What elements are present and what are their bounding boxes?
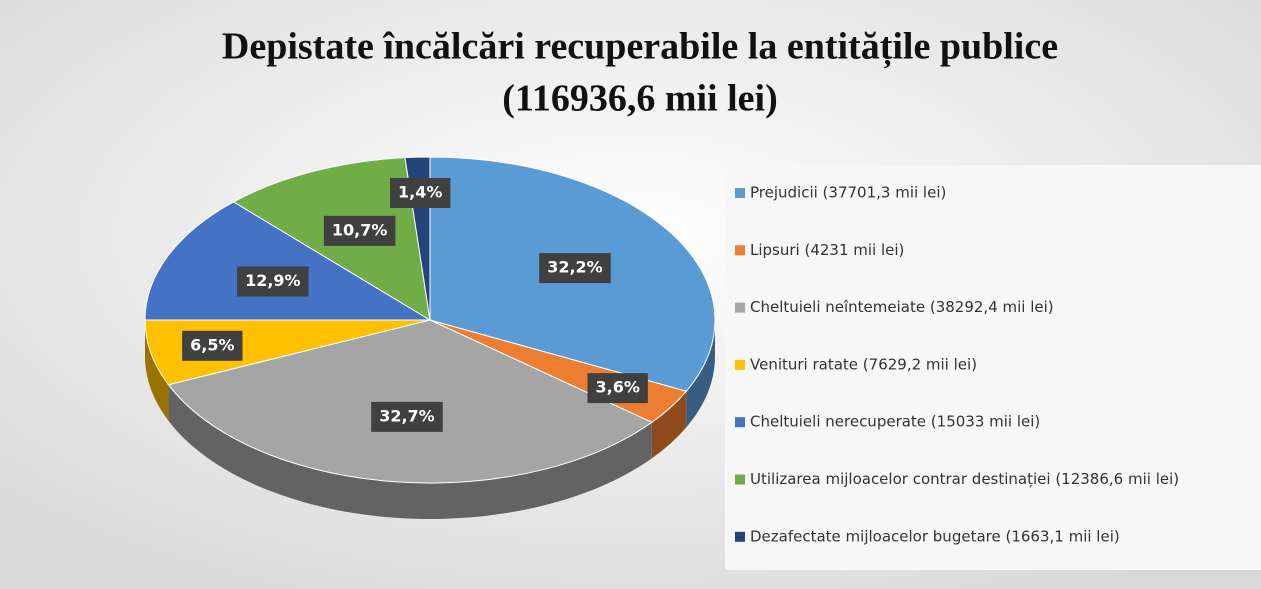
data-label-text: 3,6% (596, 378, 640, 397)
data-label-box (371, 401, 443, 432)
slice-side (168, 384, 652, 519)
data-label-box (587, 373, 648, 404)
data-label-text: 10,7% (332, 220, 388, 239)
data-label: 32,2% (539, 253, 611, 284)
data-label-box (390, 177, 451, 208)
data-label-box (182, 330, 243, 361)
legend-swatch (735, 188, 745, 198)
legend-label: Cheltuieli nerecuperate (15033 mii lei) (750, 413, 1040, 431)
legend-label: Utilizarea mijloacelor contrar destinați… (750, 470, 1179, 488)
data-label-text: 32,7% (379, 406, 435, 425)
legend-label: Venituri ratate (7629,2 mii lei) (750, 355, 977, 373)
chart-subtitle: (116936,6 mii lei) (502, 78, 777, 120)
legend-box (725, 165, 1261, 570)
data-label: 32,7% (371, 401, 443, 432)
legend-label: Prejudicii (37701,3 mii lei) (750, 184, 946, 202)
legend-label: Lipsuri (4231 mii lei) (750, 241, 904, 259)
data-label: 12,9% (237, 266, 309, 297)
slice (167, 319, 653, 484)
legend-swatch (735, 474, 745, 485)
chart-title: Depistate încălcări recuperabile la enti… (222, 26, 1058, 69)
data-label: 3,6% (587, 373, 648, 404)
legend-swatch (735, 359, 745, 370)
data-label-text: 32,2% (547, 258, 603, 277)
slice (144, 201, 432, 321)
legend-swatch (735, 531, 745, 542)
slice-side (651, 391, 687, 459)
legend-label: Dezafectate mijloacelor bugetare (1663,1… (750, 527, 1120, 545)
data-label-box (323, 215, 396, 246)
data-label-text: 12,9% (245, 271, 301, 290)
legend-swatch (735, 417, 745, 428)
slice-side (686, 320, 715, 428)
data-label: 6,5% (182, 330, 243, 361)
data-label-box (237, 266, 309, 297)
legend-label: Cheltuieli neîntemeiate (38292,4 mii lei… (750, 298, 1054, 316)
legend-swatch (735, 302, 745, 313)
data-label-box (539, 253, 611, 284)
data-label-text: 6,5% (190, 335, 234, 354)
data-label: 10,7% (323, 215, 396, 246)
data-label: 1,4% (390, 177, 451, 208)
data-label-text: 1,4% (398, 182, 442, 201)
legend-swatch (735, 245, 745, 256)
slice-side (145, 320, 169, 421)
